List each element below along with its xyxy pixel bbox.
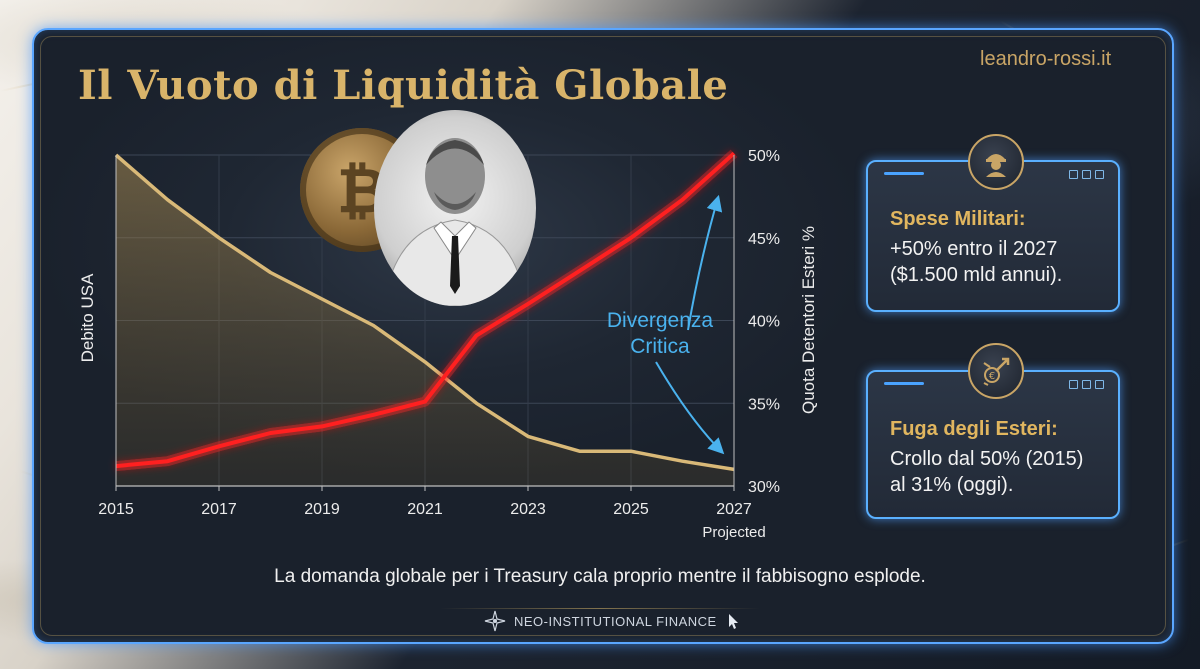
y-tick-label: 35%: [748, 396, 780, 413]
author-portrait: [374, 110, 536, 306]
capital-flight-icon: €: [968, 343, 1024, 399]
x-tick-label: 2021: [407, 501, 443, 518]
debt-line: [114, 153, 735, 472]
y-tick-label: 30%: [748, 479, 780, 496]
y-tick-label: 40%: [748, 314, 780, 331]
y-right-axis-label: Quota Detentori Esteri %: [799, 225, 818, 415]
brand-divider: [440, 608, 760, 609]
card-heading: Fuga degli Esteri:: [890, 418, 1058, 440]
svg-text:€: €: [989, 371, 995, 382]
arrow-down: [655, 361, 725, 455]
brand-footer: NEO-INSTITUTIONAL FINANCE: [484, 610, 743, 632]
card-line: Crollo dal 50% (2015): [890, 448, 1084, 470]
x-tick-label: 2027: [716, 501, 752, 518]
y-tick-label: 50%: [748, 148, 780, 165]
brand-text: NEO-INSTITUTIONAL FINANCE: [514, 613, 717, 629]
website-label[interactable]: leandro-rossi.it: [980, 48, 1112, 70]
card-heading: Spese Militari:: [890, 208, 1026, 230]
x-tick-label: 2015: [98, 501, 134, 518]
cursor-icon: [728, 614, 738, 629]
soldier-icon: [968, 134, 1024, 190]
y-tick-label: 45%: [748, 231, 780, 248]
x-tick-label: 2019: [304, 501, 340, 518]
card-line: ($1.500 mld annui).: [890, 264, 1063, 286]
divergence-annotation: Divergenza Critica: [606, 309, 714, 359]
card-line: +50% entro il 2027: [890, 238, 1058, 260]
chart-caption: La domanda globale per i Treasury cala p…: [274, 566, 926, 587]
y-left-axis-label: Debito USA: [78, 273, 97, 363]
arrow-up: [687, 194, 723, 331]
x-tick-label: 2025: [613, 501, 649, 518]
projected-label: Projected: [702, 524, 765, 541]
x-tick-label: 2017: [201, 501, 237, 518]
x-tick-label: 2023: [510, 501, 546, 518]
page-title: Il Vuoto di Liquidità Globale: [78, 62, 729, 109]
card-line: al 31% (oggi).: [890, 474, 1014, 496]
compass-icon: [484, 610, 506, 632]
debt-area-fill: [116, 155, 734, 486]
